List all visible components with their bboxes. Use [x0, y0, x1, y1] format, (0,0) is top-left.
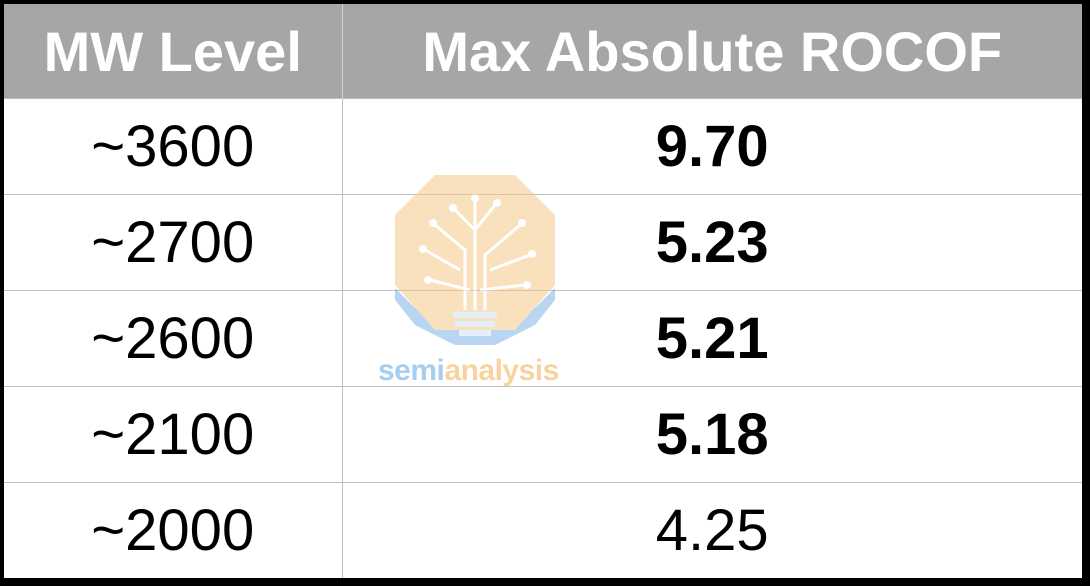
rocof-cell: 5.23 [342, 194, 1082, 291]
mw-cell: ~2700 [4, 194, 343, 291]
mw-cell: ~2600 [4, 290, 343, 387]
table-row: ~2000 4.25 [4, 482, 1082, 578]
header-row: MW Level Max Absolute ROCOF [4, 4, 1082, 99]
table-row: ~2100 5.18 [4, 386, 1082, 483]
rocof-cell: 5.18 [342, 386, 1082, 483]
data-table: MW Level Max Absolute ROCOF ~3600 9.70 ~27… [4, 4, 1082, 578]
rocof-cell: 4.25 [342, 482, 1082, 578]
watermark-text: semianalysis [378, 354, 559, 388]
table-frame: MW Level Max Absolute ROCOF ~3600 9.70 ~27… [4, 4, 1082, 578]
table-row: ~2600 5.21 [4, 290, 1082, 387]
header-cell: Max Absolute ROCOF [342, 4, 1082, 99]
table-row: ~3600 9.70 [4, 98, 1082, 195]
rocof-cell: 5.21 [342, 290, 1082, 387]
rocof-cell: 9.70 [342, 98, 1082, 195]
mw-cell: ~2100 [4, 386, 343, 483]
watermark-part: semi [378, 354, 445, 387]
watermark-part: analysis [444, 354, 559, 387]
table-row: ~2700 5.23 [4, 194, 1082, 291]
header-cell: MW Level [4, 4, 343, 99]
mw-cell: ~2000 [4, 482, 343, 578]
mw-cell: ~3600 [4, 98, 343, 195]
